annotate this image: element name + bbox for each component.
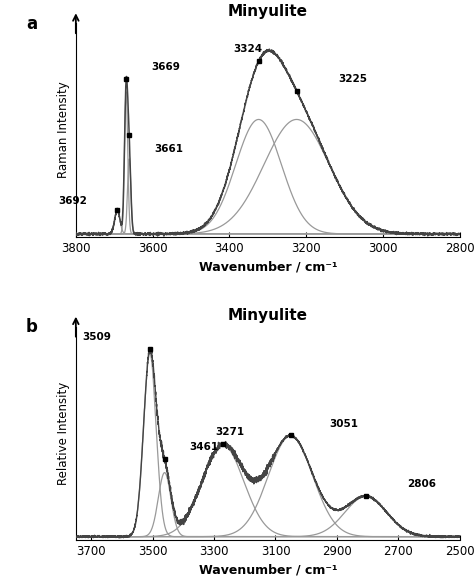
Text: a: a xyxy=(26,15,37,33)
Text: 3509: 3509 xyxy=(82,332,111,342)
Y-axis label: Raman Intensity: Raman Intensity xyxy=(57,82,70,178)
X-axis label: Wavenumber / cm⁻¹: Wavenumber / cm⁻¹ xyxy=(199,564,337,577)
Text: 3225: 3225 xyxy=(338,74,367,84)
Text: 3692: 3692 xyxy=(58,196,87,206)
Title: Minyulite: Minyulite xyxy=(228,4,308,19)
X-axis label: Wavenumber / cm⁻¹: Wavenumber / cm⁻¹ xyxy=(199,260,337,273)
Text: b: b xyxy=(26,318,38,336)
Title: Minyulite: Minyulite xyxy=(228,308,308,322)
Text: 3271: 3271 xyxy=(215,427,245,437)
Text: 3661: 3661 xyxy=(154,144,183,155)
Text: 3669: 3669 xyxy=(151,62,180,72)
Y-axis label: Relative Intensity: Relative Intensity xyxy=(57,382,70,485)
Text: 3051: 3051 xyxy=(329,418,358,429)
Text: 3461: 3461 xyxy=(190,442,219,453)
Text: 2806: 2806 xyxy=(408,479,437,489)
Text: 3324: 3324 xyxy=(233,45,262,55)
